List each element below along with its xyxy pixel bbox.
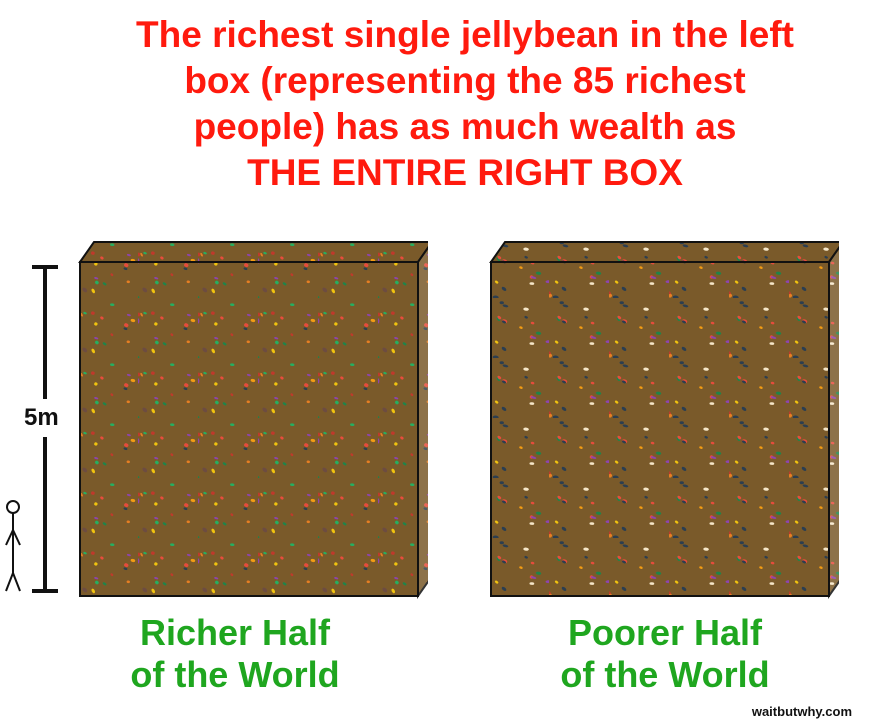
- scale-indicator: [0, 255, 80, 605]
- box-front-face: [490, 261, 830, 597]
- richer-half-box: [78, 238, 428, 603]
- richer-half-label-line-1: Richer Half: [139, 612, 331, 653]
- headline-line-3: people) has as much wealth as: [193, 106, 737, 147]
- headline-line-4: THE ENTIRE RIGHT BOX: [247, 152, 683, 193]
- poorer-half-label: Poorer Half of the World: [540, 612, 790, 696]
- scale-label: 5m: [22, 404, 61, 432]
- richer-half-label: Richer Half of the World: [115, 612, 355, 696]
- stick-figure-icon: [5, 500, 21, 592]
- jellybean-box-right: [489, 241, 839, 600]
- jellybean-box-left: [78, 241, 428, 600]
- headline-line-1: The richest single jellybean in the left: [136, 14, 794, 55]
- box-front-face: [79, 261, 419, 597]
- box-side-face: [417, 245, 428, 600]
- box-top-face: [489, 241, 839, 263]
- poorer-half-box: [489, 238, 839, 603]
- poorer-half-label-line-2: of the World: [560, 654, 770, 695]
- richer-half-label-line-2: of the World: [130, 654, 340, 695]
- headline-line-2: box (representing the 85 richest: [184, 60, 746, 101]
- poorer-half-label-line-1: Poorer Half: [567, 612, 763, 653]
- scale-bar-icon: [5, 265, 58, 593]
- site-credit: waitbutwhy.com: [751, 704, 852, 719]
- box-side-face: [828, 245, 839, 600]
- headline: The richest single jellybean in the left…: [60, 12, 870, 196]
- box-top-face: [78, 241, 428, 263]
